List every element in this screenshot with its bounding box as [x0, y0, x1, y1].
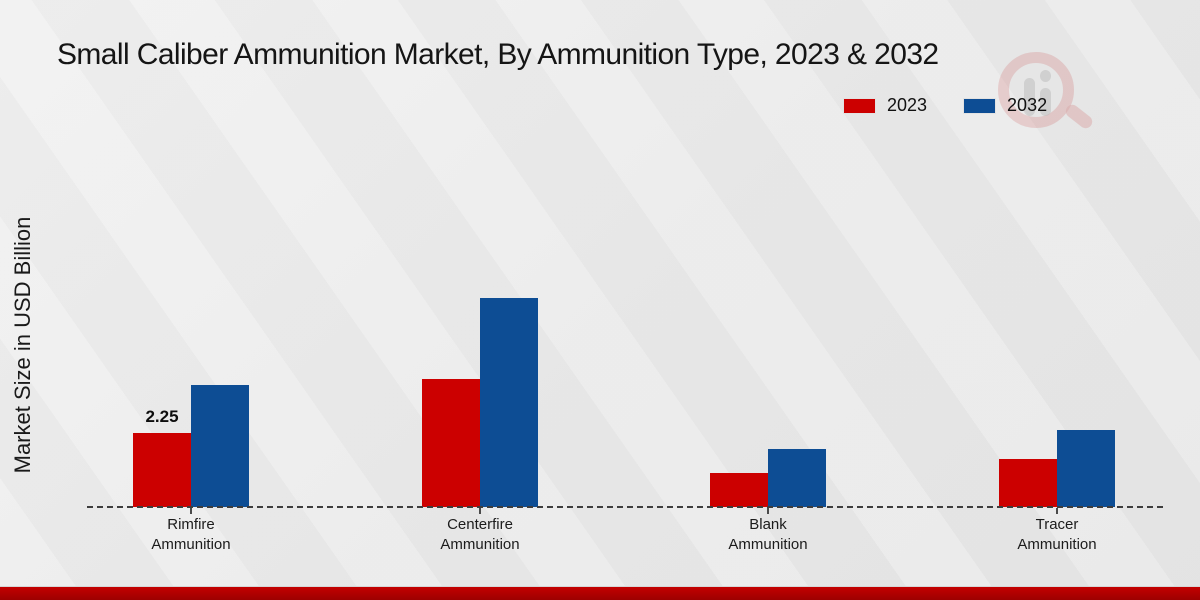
- bar-group-centerfire-ammunition: [422, 298, 538, 507]
- bar-2032-blank-ammunition: [768, 449, 826, 507]
- legend: 2023 2032: [843, 95, 1047, 116]
- x-axis-tick: [190, 508, 192, 514]
- bar-2023-rimfire-ammunition: 2.25: [133, 407, 191, 507]
- bar-2023-centerfire-ammunition: [422, 378, 480, 507]
- x-axis-tick: [479, 508, 481, 514]
- footer-strip: [0, 586, 1200, 600]
- legend-swatch-2023: [843, 97, 876, 114]
- bar-2032-tracer-ammunition: [1057, 429, 1115, 507]
- bar-group-tracer-ammunition: [999, 429, 1115, 507]
- x-axis-baseline: [87, 506, 1163, 508]
- x-axis-category-label: Tracer Ammunition: [1017, 516, 1097, 554]
- y-axis-title: Market Size in USD Billion: [10, 216, 35, 474]
- x-axis-category-label: Blank Ammunition: [728, 516, 808, 554]
- x-axis-tick: [767, 508, 769, 514]
- legend-label-2032: 2032: [1007, 95, 1048, 115]
- legend-label-2023: 2023: [887, 95, 928, 115]
- bar-2032-rimfire-ammunition: [191, 385, 249, 507]
- bar-2023-blank-ammunition: [710, 472, 768, 507]
- bar-2032-centerfire-ammunition: [480, 298, 538, 507]
- legend-item-2023: 2023: [843, 95, 927, 116]
- bar-value-label: 2.25: [145, 407, 179, 426]
- bar-2023-tracer-ammunition: [999, 459, 1057, 507]
- x-axis-tick: [1056, 508, 1058, 514]
- legend-swatch-2032: [963, 97, 997, 114]
- bar-group-blank-ammunition: [710, 449, 826, 507]
- bar-group-rimfire-ammunition: 2.25: [133, 385, 249, 507]
- legend-item-2032: 2032: [963, 95, 1047, 116]
- chart-title: Small Caliber Ammunition Market, By Ammu…: [57, 38, 939, 71]
- x-axis-category-label: Rimfire Ammunition: [151, 516, 231, 554]
- x-axis-category-label: Centerfire Ammunition: [440, 516, 520, 554]
- plot-area: 2.25: [133, 298, 1115, 507]
